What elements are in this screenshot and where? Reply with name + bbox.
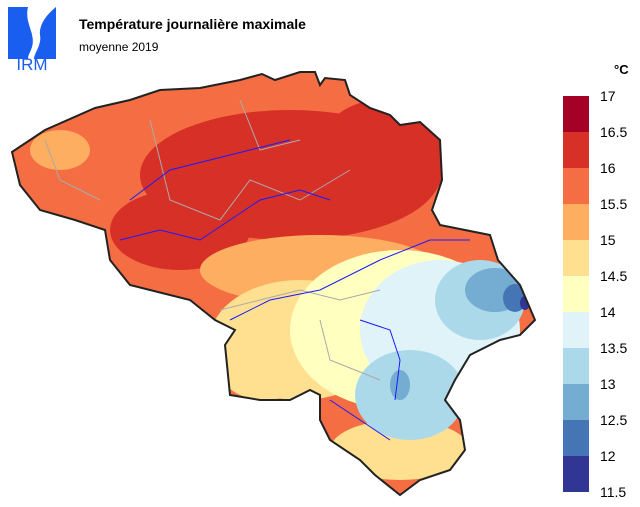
legend-tick-label: 15 <box>600 232 616 248</box>
legend-band <box>563 168 589 204</box>
legend-unit: °C <box>614 62 629 77</box>
legend-tick-label: 11.5 <box>600 484 627 500</box>
legend-band <box>563 348 589 384</box>
legend-tick-label: 14 <box>600 304 616 320</box>
irm-logo: IRM <box>8 7 56 71</box>
legend-tick-label: 16.5 <box>600 124 628 140</box>
legend-tick-label: 13 <box>600 376 616 392</box>
legend-band <box>563 420 589 456</box>
legend-band <box>563 276 589 312</box>
belgium-temperature-map <box>11 71 536 496</box>
color-legend <box>563 96 589 492</box>
map-title: Température journalière maximale <box>79 16 306 32</box>
legend-band <box>563 384 589 420</box>
legend-band <box>563 132 589 168</box>
legend-band <box>563 96 589 132</box>
svg-text:IRM: IRM <box>16 55 47 71</box>
legend-band <box>563 204 589 240</box>
legend-band <box>563 456 589 492</box>
legend-tick-label: 14.5 <box>600 268 628 284</box>
legend-tick-label: 17 <box>600 88 616 104</box>
legend-tick-label: 13.5 <box>600 340 628 356</box>
legend-band <box>563 312 589 348</box>
legend-tick-label: 12.5 <box>600 412 628 428</box>
legend-tick-label: 12 <box>600 448 616 464</box>
legend-tick-label: 16 <box>600 160 616 176</box>
legend-band <box>563 240 589 276</box>
map-subtitle: moyenne 2019 <box>79 40 159 54</box>
legend-tick-label: 15.5 <box>600 196 628 212</box>
